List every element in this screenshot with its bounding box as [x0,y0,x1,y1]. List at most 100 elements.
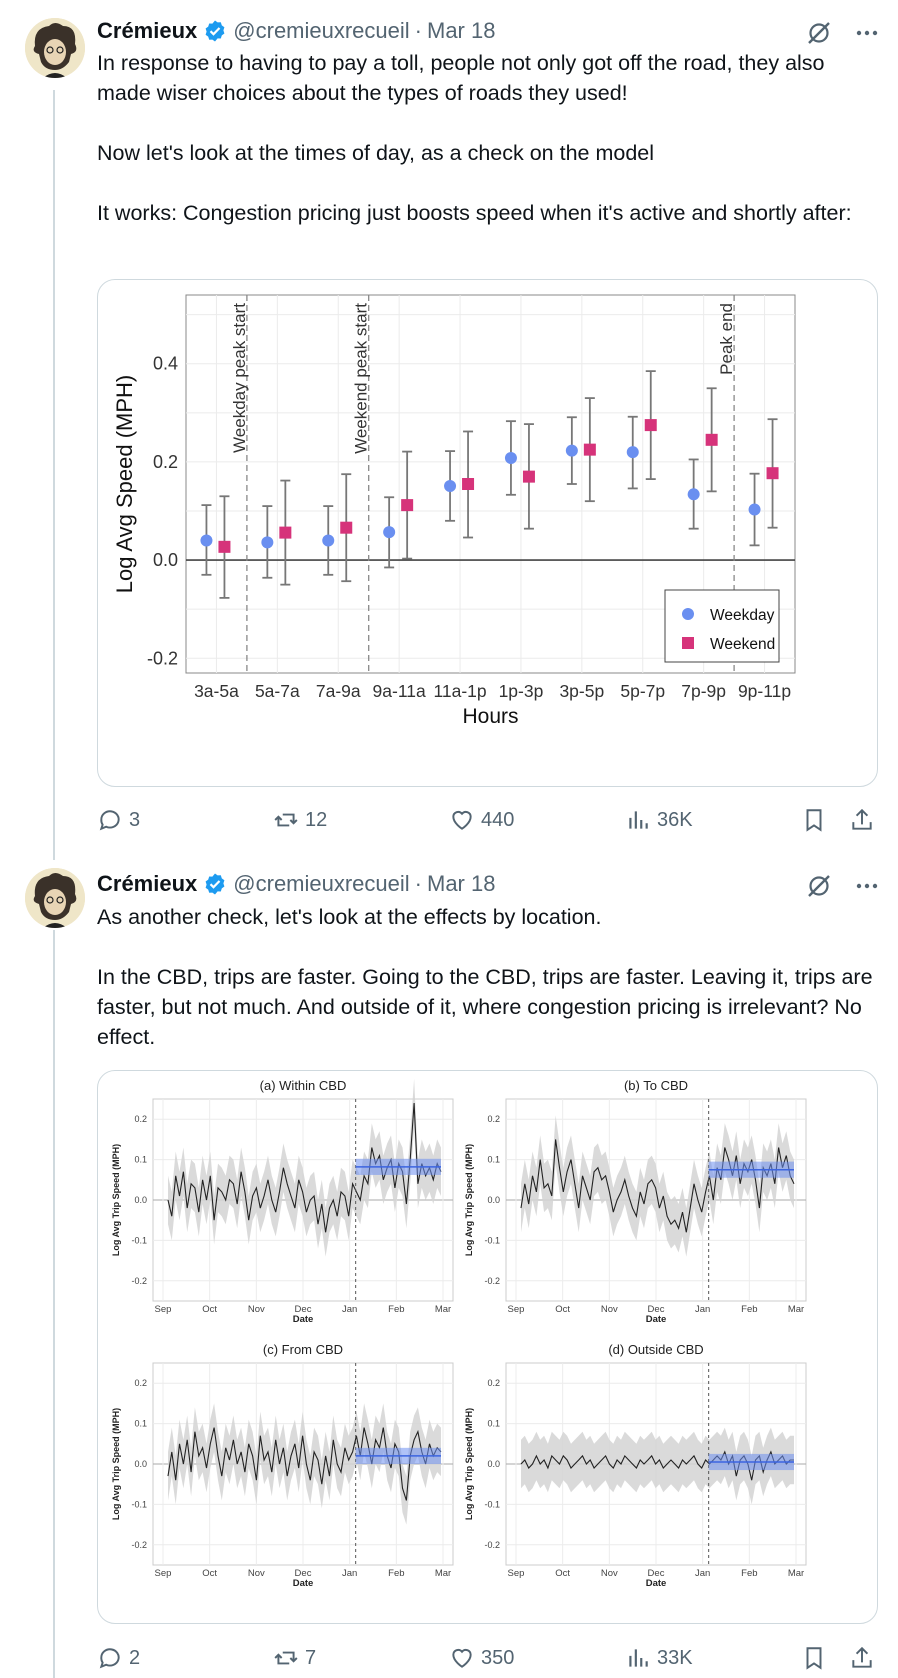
tweet-text: In response to having to pay a toll, peo… [97,48,877,258]
x-tick-label: 9a-11a [373,681,426,701]
confidence-band [168,1078,441,1257]
weekend-point [340,521,353,534]
bookmark-button[interactable] [801,807,827,833]
action-bar: 2 7 350 33K [97,1643,880,1673]
reply-count: 3 [129,808,141,831]
x-tick-label: Dec [648,1568,665,1579]
panel: (c) From CBD 0.2 0.1 0.0 -0.1 -0.2 Sep Oct Nov De… [111,1342,454,1589]
y-tick-label: 0.2 [134,1378,147,1388]
x-tick-label: Mar [435,1304,451,1315]
weekday-point [626,446,639,459]
x-tick-label: Oct [202,1568,217,1579]
x-axis-label: Date [293,1314,314,1325]
reply-icon [99,810,120,831]
repost-button[interactable]: 12 [273,807,327,833]
x-tick-label: 3a-5a [194,681,239,701]
y-axis-label: Log Avg Speed (MPH) [112,375,137,594]
tweet-date[interactable]: Mar 18 [427,18,496,43]
y-tick-label: 0.0 [134,1195,147,1205]
action-bar: 3 12 440 36K [97,805,880,835]
more-icon[interactable] [854,873,880,899]
bookmark-icon [806,809,822,832]
thread-line [53,930,55,1678]
x-tick-label: Sep [508,1568,525,1579]
views-icon [629,1649,648,1667]
like-count: 350 [481,1646,515,1669]
legend: Weekday Weekend [664,589,780,663]
y-tick-label: -0.2 [131,1540,147,1550]
weekend-point [401,499,414,512]
y-tick-label: -0.2 [131,1276,147,1286]
x-tick-label: 3p-5p [559,681,604,701]
x-tick-label: Jan [695,1568,710,1579]
share-button[interactable] [849,1645,875,1671]
y-tick-label: -0.1 [484,1499,500,1509]
tweet-date[interactable]: Mar 18 [427,871,496,896]
view-count: 36K [657,808,693,831]
y-tick-label: 0.0 [487,1195,500,1205]
x-tick-label: Jan [695,1304,710,1315]
tweet-text: As another check, let's look at the effe… [97,902,877,1082]
legend-weekday-marker [682,608,694,620]
panel: (a) Within CBD 0.2 0.1 0.0 -0.1 -0.2 Sep Oct Nov… [111,1078,454,1325]
y-axis-label: Log Avg Trip Speed (MPH) [464,1408,474,1520]
views-button[interactable]: 33K [625,1645,693,1671]
x-tick-label: 5a-7a [255,681,300,701]
x-tick-label: Nov [601,1304,618,1315]
bookmark-button[interactable] [801,1645,827,1671]
y-tick-label: 0.2 [487,1114,500,1124]
y-tick-label: 0.2 [487,1378,500,1388]
y-tick-label: -0.1 [131,1235,147,1245]
x-tick-label: Nov [248,1568,265,1579]
x-tick-label: Sep [508,1304,525,1315]
tweet-paragraph: As another check, let's look at the effe… [97,905,602,929]
tweet-paragraph: In response to having to pay a toll, peo… [97,51,825,105]
reply-button[interactable]: 2 [97,1645,140,1671]
reply-button[interactable]: 3 [97,807,140,833]
x-tick-label: Dec [648,1304,665,1315]
x-tick-label: 7a-9a [316,681,361,701]
series-line [167,1427,442,1501]
views-button[interactable]: 36K [625,807,693,833]
x-tick-label: Sep [155,1568,172,1579]
author-name[interactable]: Crémieux [97,18,198,43]
tweet-image[interactable]: -0.2 0.0 0.2 0.4 Weekday peak start Weekend p… [97,279,878,787]
hours-chart: -0.2 0.0 0.2 0.4 Weekday peak start Weekend p… [112,294,796,728]
author-handle[interactable]: @cremieuxrecueil [233,871,410,896]
confidence-band [521,1427,794,1505]
y-tick-label: 0.1 [134,1419,147,1429]
tweet-header: Crémieux @cremieuxrecueil · Mar 18 [97,16,495,46]
author-name[interactable]: Crémieux [97,871,198,896]
x-tick-label: Oct [202,1304,217,1315]
x-tick-label: Mar [788,1568,804,1579]
weekend-point [644,419,657,432]
x-axis-label: Date [646,1578,667,1589]
panel-title: (b) To CBD [624,1078,688,1093]
x-tick-label: Oct [555,1304,570,1315]
y-tick-label: -0.1 [484,1235,500,1245]
x-tick-label: Dec [295,1568,312,1579]
tweet-image[interactable]: (a) Within CBD 0.2 0.1 0.0 -0.1 -0.2 Sep Oct Nov… [97,1070,878,1624]
avatar[interactable] [25,868,85,928]
grok-icon[interactable] [806,20,832,46]
author-handle[interactable]: @cremieuxrecueil [233,18,410,43]
share-button[interactable] [849,807,875,833]
x-tick-label: Dec [295,1304,312,1315]
confidence-band [168,1403,441,1525]
more-icon[interactable] [854,20,880,46]
repost-button[interactable]: 7 [273,1645,316,1671]
weekend-point [705,433,718,446]
x-axis-label: Date [646,1314,667,1325]
x-tick-label: Jan [342,1304,357,1315]
like-button[interactable]: 440 [449,807,514,833]
weekday-point [504,451,517,464]
legend-weekday-label: Weekday [710,607,775,624]
reply-count: 2 [129,1646,141,1669]
panel-title: (c) From CBD [263,1342,343,1357]
grok-icon[interactable] [806,873,832,899]
tweet-paragraph: In the CBD, trips are faster. Going to t… [97,965,873,1049]
tweet-header: Crémieux @cremieuxrecueil · Mar 18 [97,869,495,899]
like-button[interactable]: 350 [449,1645,514,1671]
avatar[interactable] [25,18,85,78]
y-tick-label: 0.2 [134,1114,147,1124]
